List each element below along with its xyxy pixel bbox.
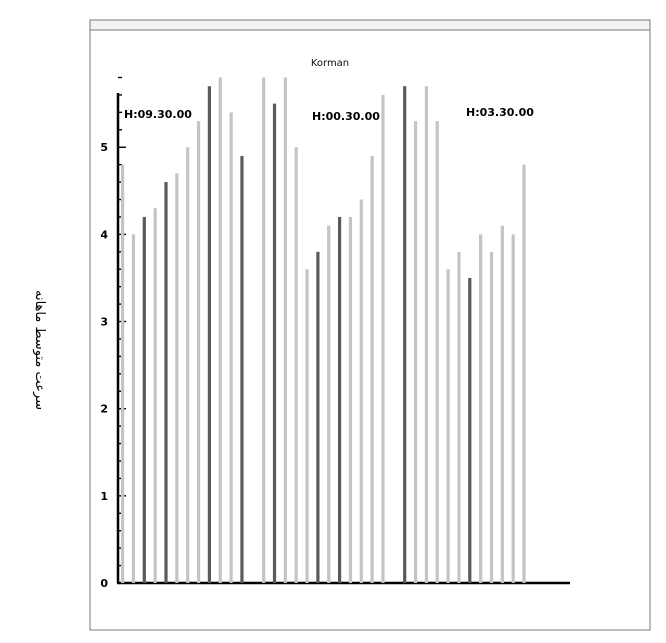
- bar: [435, 121, 439, 584]
- annotation-1: H:09.30.00: [124, 108, 192, 121]
- bar: [479, 234, 483, 583]
- bars: [121, 77, 526, 584]
- bar: [511, 234, 515, 583]
- y-tick-label: 0: [100, 577, 108, 590]
- bar: [403, 86, 407, 583]
- bar: [131, 234, 136, 583]
- bar: [327, 225, 331, 583]
- bar: [283, 77, 287, 583]
- bar: [142, 216, 146, 583]
- bar: [240, 155, 244, 584]
- bar: [348, 216, 353, 583]
- title-bar: [89, 19, 651, 31]
- bar: [457, 251, 461, 583]
- bar: [164, 182, 168, 583]
- bar: [381, 94, 385, 584]
- bar: [338, 216, 342, 583]
- bar: [207, 86, 211, 583]
- bar: [413, 121, 418, 584]
- bar: [272, 103, 277, 584]
- bar: [500, 225, 504, 583]
- y-tick-label: 1: [100, 490, 108, 503]
- bar: [196, 121, 201, 584]
- bar: [218, 77, 222, 583]
- bar: [316, 251, 320, 583]
- chart-title: Korman: [311, 58, 349, 69]
- bar: [359, 199, 363, 583]
- bar: [446, 269, 450, 583]
- y-axis-label: سرعت متوسط ماهانه: [32, 290, 47, 410]
- bar: [153, 208, 157, 583]
- bar: [489, 251, 494, 583]
- bar: [175, 173, 179, 583]
- y-tick-label: 3: [100, 316, 108, 329]
- bar: [229, 112, 233, 584]
- bar: [262, 77, 266, 583]
- bar: [121, 164, 125, 584]
- annotation-2: H:00.30.00: [312, 110, 380, 123]
- bar: [186, 147, 190, 584]
- bar: [305, 269, 309, 583]
- bar: [424, 86, 428, 583]
- y-tick-label: 4: [100, 228, 108, 241]
- y-tick-label: 2: [100, 403, 108, 416]
- annotation-3: H:03.30.00: [466, 106, 534, 119]
- bar: [370, 155, 374, 584]
- bar: [522, 164, 526, 584]
- bar: [468, 277, 472, 583]
- y-tick-label: 5: [100, 141, 108, 154]
- bar: [294, 147, 298, 584]
